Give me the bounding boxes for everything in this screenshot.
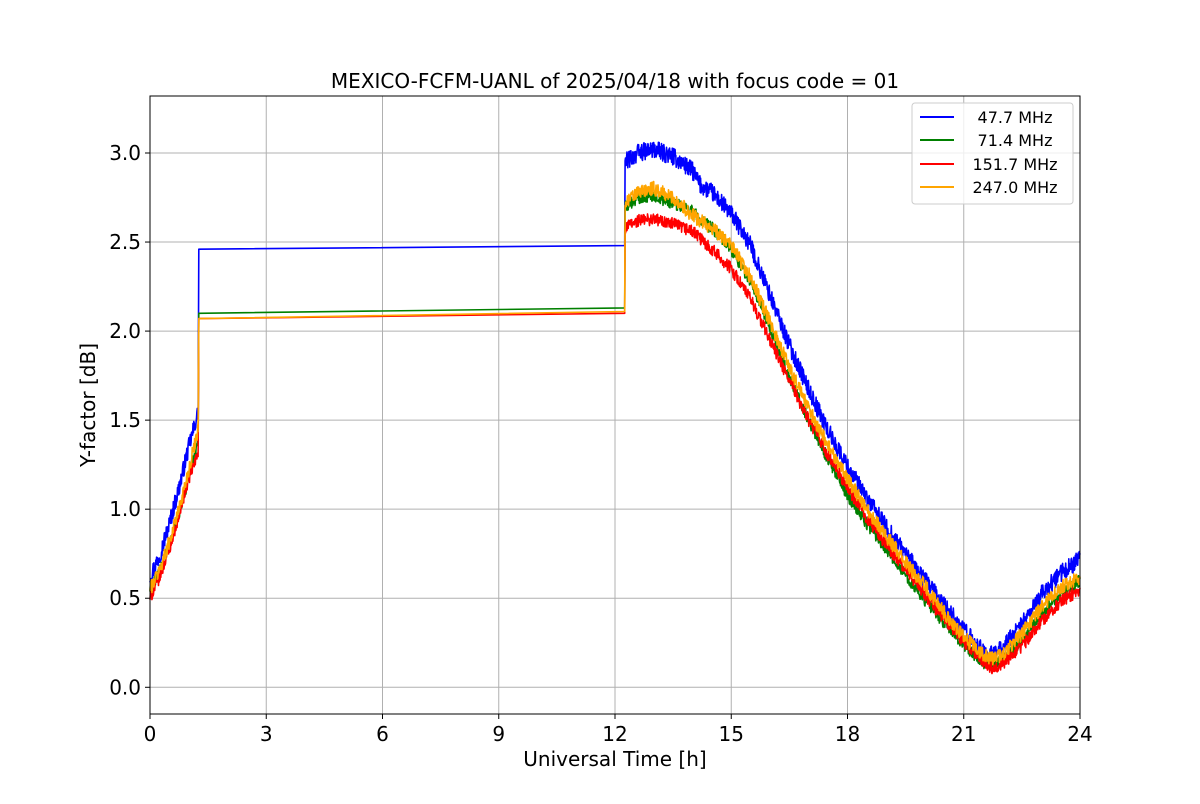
x-tick-label: 12 [602,722,627,746]
grid [149,96,1081,714]
x-tick-label: 3 [260,722,273,746]
legend-label: 71.4 MHz [978,131,1053,150]
legend-label: 47.7 MHz [978,108,1053,127]
legend-entry: 47.7 MHz [920,108,1052,127]
x-tick-label: 21 [951,722,976,746]
y-tick-label: 0.5 [109,586,141,610]
legend-entry: 151.7 MHz [920,155,1058,174]
x-tick-label: 15 [719,722,744,746]
y-tick-label: 1.5 [109,408,141,432]
y-tick-label: 2.5 [109,230,141,254]
y-axis-label: Y-factor [dB] [76,343,100,468]
x-tick-label: 18 [835,722,860,746]
x-tick-label: 9 [492,722,505,746]
y-tick-label: 3.0 [109,141,141,165]
x-axis-label: Universal Time [h] [523,747,706,771]
x-tick-label: 24 [1067,722,1092,746]
series-line [149,141,1081,664]
chart-title: MEXICO-FCFM-UANL of 2025/04/18 with focu… [331,69,899,93]
axis-ticks: 0 3 6 9 12 15 18 21 24 0.0 0.5 1.0 1.5 2.0 2.5 3.0 [109,141,1093,746]
x-tick-label: 6 [376,722,389,746]
legend: 47.7 MHz 71.4 MHz 151.7 MHz 247.0 MHz [911,102,1074,205]
y-tick-label: 2.0 [109,319,141,343]
legend-label: 151.7 MHz [972,155,1057,174]
y-tick-label: 1.0 [109,497,141,521]
series-line [149,180,1081,666]
legend-entry: 247.0 MHz [920,178,1058,197]
legend-box [911,102,1074,205]
series-line [149,213,1081,675]
series-layer [149,141,1081,675]
legend-label: 247.0 MHz [972,178,1057,197]
y-tick-label: 0.0 [109,675,141,699]
legend-entry: 71.4 MHz [920,131,1052,150]
x-tick-label: 0 [144,722,157,746]
